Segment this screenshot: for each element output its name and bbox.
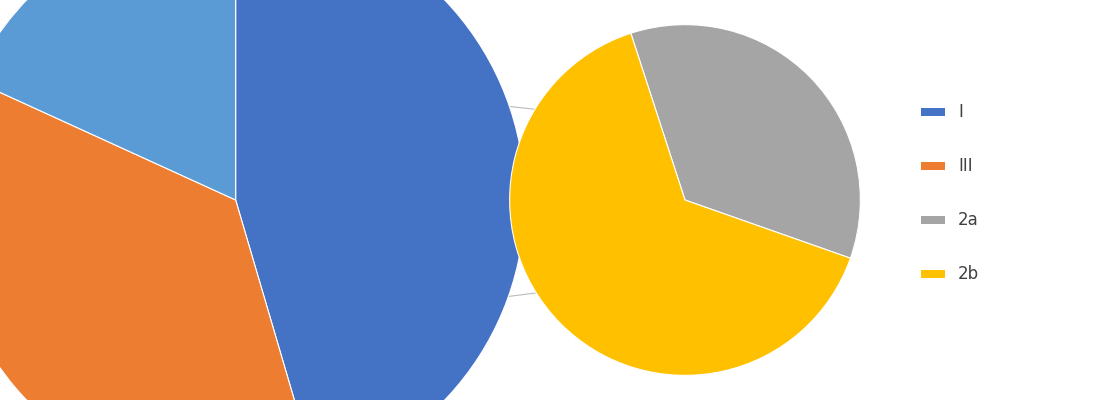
- Wedge shape: [0, 0, 236, 200]
- Text: I: I: [958, 103, 962, 121]
- Text: 42;
30%: 42; 30%: [581, 269, 615, 301]
- Wedge shape: [510, 33, 850, 375]
- Text: 2b: 2b: [958, 265, 979, 283]
- Wedge shape: [631, 25, 860, 258]
- Text: 2a: 2a: [958, 211, 979, 229]
- Text: III: III: [958, 157, 972, 175]
- Bar: [921, 162, 945, 170]
- Text: 26; 18%: 26; 18%: [98, 27, 161, 42]
- Wedge shape: [236, 0, 525, 400]
- Text: 65; 46%: 65; 46%: [399, 164, 463, 180]
- Text: 23;
16%: 23; 16%: [755, 99, 789, 131]
- Bar: [921, 108, 945, 116]
- Bar: [921, 216, 945, 224]
- Wedge shape: [0, 80, 317, 400]
- Bar: [921, 270, 945, 278]
- Text: 52; 36%: 52; 36%: [55, 322, 118, 336]
